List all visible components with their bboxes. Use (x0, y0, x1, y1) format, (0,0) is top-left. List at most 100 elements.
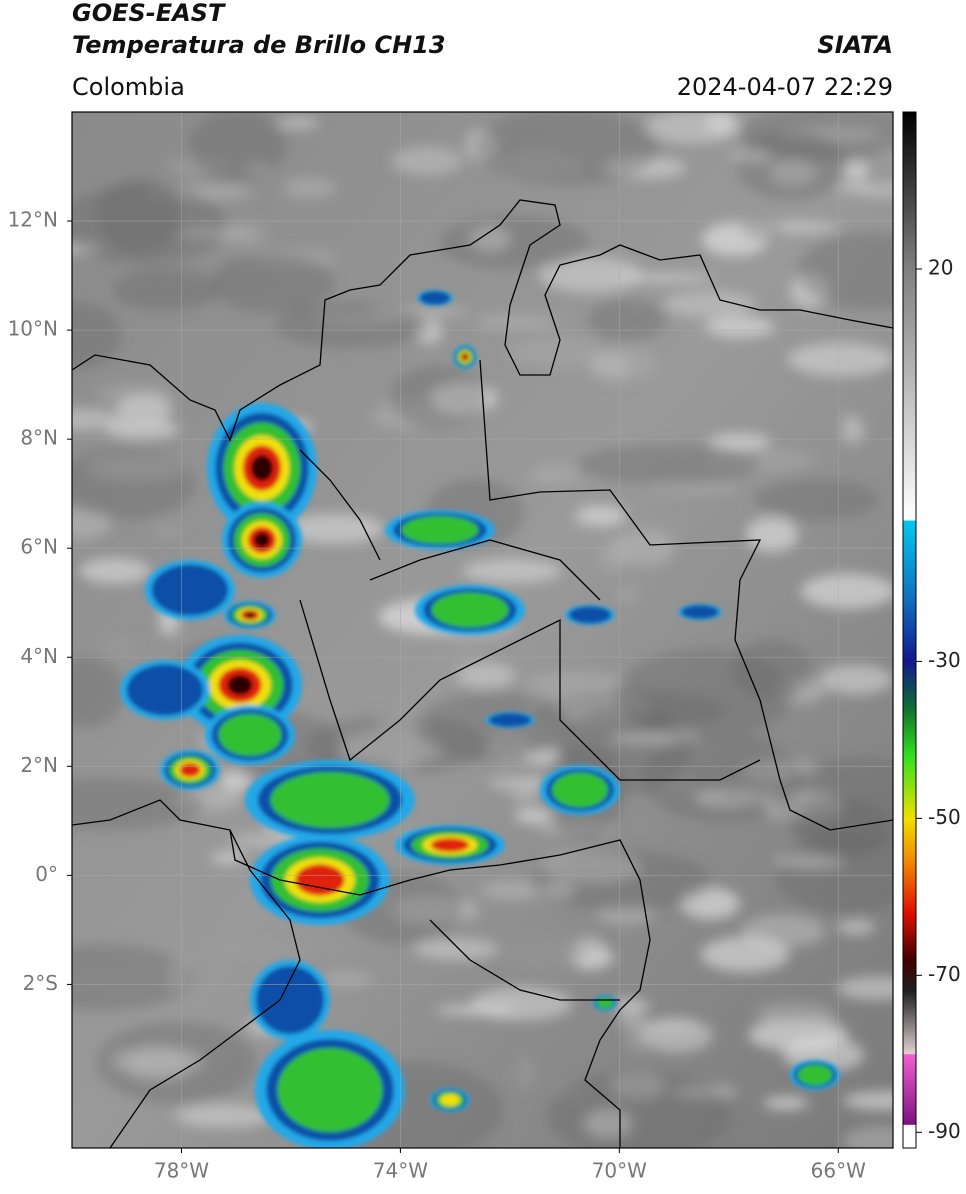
cloud (663, 290, 757, 318)
colorbar-label: -70 (928, 962, 961, 986)
cloud (523, 671, 629, 696)
cloud (72, 777, 205, 831)
convective-cell (270, 772, 390, 828)
x-tick-label: 66°W (811, 1159, 866, 1183)
convective-cell (277, 1048, 383, 1132)
cloud (745, 517, 799, 553)
cloud (391, 146, 463, 176)
y-tick-label: 10°N (8, 317, 58, 341)
cloud (305, 714, 487, 776)
cloud (538, 256, 643, 293)
cloud (156, 522, 181, 539)
cloud (188, 112, 287, 181)
cloud (842, 162, 870, 179)
subtitle: Temperatura de Brillo CH13 (72, 31, 446, 59)
cloud (700, 936, 790, 972)
cloud (207, 942, 315, 955)
cloud (514, 1055, 536, 1091)
convective-cell (462, 354, 468, 360)
cloud (735, 130, 848, 201)
cloud (439, 215, 590, 270)
convective-cell (151, 564, 229, 616)
coastline (72, 199, 893, 442)
cloud (836, 920, 876, 935)
grid (72, 112, 893, 1148)
cloud (174, 1103, 275, 1128)
convective-cell (419, 291, 451, 305)
cloud (528, 465, 579, 485)
convective-cell (797, 1064, 833, 1086)
datetime: 2024-04-07 22:29 (677, 73, 893, 101)
cloud (480, 880, 548, 900)
y-tick-label: 12°N (8, 208, 58, 232)
border (299, 599, 761, 781)
cloud (741, 214, 783, 241)
cloud (649, 483, 733, 494)
colorbar (902, 111, 917, 1149)
x-tick-label: 70°W (592, 1159, 647, 1183)
cloud (588, 351, 631, 380)
cloud-field (72, 112, 893, 1148)
convective-cell (401, 516, 479, 544)
cloud (706, 112, 737, 135)
colorbar-label: 20 (928, 255, 953, 279)
convective-cell (488, 713, 532, 727)
cloud (819, 664, 893, 695)
source: SIATA (817, 31, 893, 59)
border (479, 359, 893, 831)
cloud (836, 182, 874, 192)
cloud (763, 1096, 809, 1110)
convective-cell (596, 997, 614, 1009)
cloud (282, 513, 385, 544)
cloud (800, 573, 893, 609)
cloud (776, 757, 893, 848)
cloud (95, 1020, 257, 1105)
convective-cell (179, 763, 201, 777)
cloud (389, 365, 488, 430)
y-tick-label: 0° (35, 862, 58, 886)
map-area (72, 112, 893, 1148)
cloud (577, 443, 760, 485)
cloud (640, 1017, 713, 1053)
convective-cell (256, 966, 324, 1034)
convective-cell (251, 455, 273, 481)
convective-cell (440, 1094, 460, 1106)
cloud (505, 336, 607, 368)
cloud (413, 938, 499, 961)
y-tick-label: 2°S (23, 971, 58, 995)
cloud (474, 313, 560, 331)
cloud (531, 849, 712, 913)
cloud (575, 505, 627, 525)
convection (120, 290, 840, 1148)
cloud (104, 639, 136, 654)
border (299, 449, 620, 1001)
map-frame (71, 111, 894, 1149)
cloud (614, 271, 715, 285)
cloud (322, 973, 373, 986)
cloud (798, 232, 893, 310)
cloud (72, 407, 121, 432)
y-tick-label: 6°N (20, 535, 58, 559)
cloud (841, 415, 865, 444)
cloud (842, 1090, 893, 1111)
y-tick-label: 4°N (20, 644, 58, 668)
cloud (110, 417, 164, 435)
convective-cell (254, 532, 270, 548)
cloud (115, 395, 173, 425)
convective-cell (227, 675, 253, 695)
convective-cell (568, 606, 612, 624)
convective-cell (244, 612, 256, 618)
cloud (72, 944, 195, 1011)
cloud (808, 397, 848, 426)
cloud (472, 112, 660, 187)
convective-cell (126, 664, 204, 716)
coastline (109, 829, 301, 1148)
x-tick-label: 78°W (154, 1159, 209, 1183)
cloud (462, 559, 562, 583)
y-tick-label: 2°N (20, 753, 58, 777)
cloud (617, 1012, 648, 1030)
region: Colombia (72, 73, 185, 101)
cloud (218, 221, 269, 248)
cloud (755, 1002, 837, 1025)
x-tick-label: 74°W (373, 1159, 428, 1183)
